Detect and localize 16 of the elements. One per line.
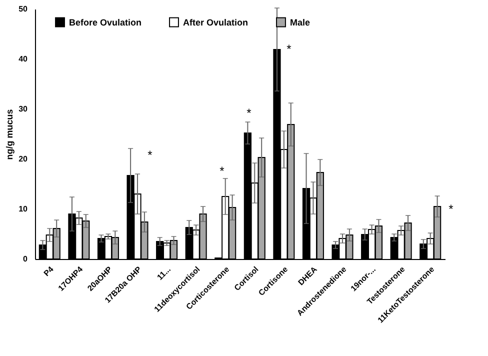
y-tick-label: 40 [18,54,28,64]
x-tick-label: P4 [42,264,56,278]
legend-label: Before Ovulation [69,17,142,28]
text: * [448,202,454,216]
annotation: * [246,106,252,120]
y-axis-title: ng/g mucus [4,109,15,160]
y-tick-label: 0 [23,254,28,264]
annotation: * [220,164,225,178]
y-tick-label: 10 [18,204,28,214]
legend-label: After Ovulation [183,17,248,28]
y-tick-label: 30 [18,104,28,114]
y-tick-label: 50 [18,4,28,14]
y-tick-label: 20 [18,154,28,164]
annotation: * [286,42,292,56]
annotation: * [148,148,153,162]
legend-label: Male [290,17,310,28]
